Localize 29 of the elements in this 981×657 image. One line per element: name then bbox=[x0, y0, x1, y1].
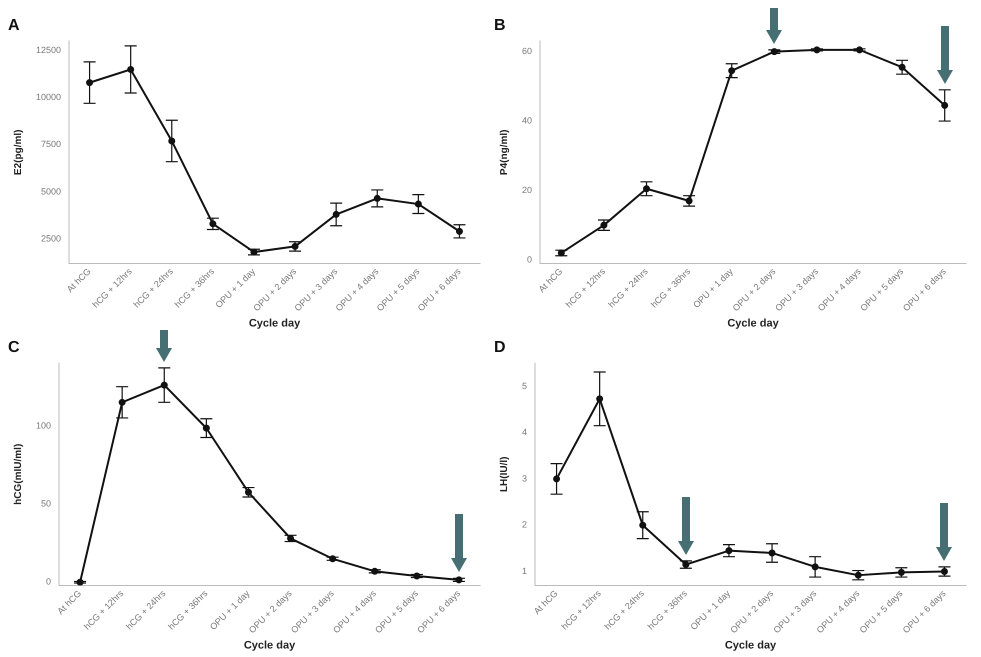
chart-title: A bbox=[8, 17, 20, 34]
y-tick-label: 2 bbox=[522, 520, 528, 530]
y-axis-title: LH(IU/l) bbox=[498, 456, 510, 492]
x-axis-title: Cycle day bbox=[727, 317, 780, 330]
y-tick-label: 12500 bbox=[36, 45, 62, 56]
y-tick-label: 10000 bbox=[36, 92, 62, 102]
y-tick-label: 2500 bbox=[40, 233, 62, 244]
y-tick-label: 3 bbox=[522, 473, 528, 484]
y-tick-label: 5 bbox=[522, 380, 528, 391]
y-tick-label: 4 bbox=[522, 427, 528, 438]
y-tick-label: 40 bbox=[522, 116, 532, 126]
y-tick-label: 5000 bbox=[40, 186, 62, 196]
y-tick-label: 100 bbox=[36, 420, 52, 430]
y-tick-label: 0 bbox=[46, 576, 52, 587]
y-tick-label: 7500 bbox=[40, 139, 62, 150]
y-tick-label: 1 bbox=[522, 566, 528, 576]
y-tick-label: 0 bbox=[526, 254, 532, 264]
x-axis-title: Cycle day bbox=[724, 639, 778, 652]
y-tick-label: 50 bbox=[41, 498, 52, 508]
chart-title: C bbox=[8, 339, 20, 356]
y-tick-label: 60 bbox=[522, 46, 532, 56]
y-tick-label: 20 bbox=[522, 184, 532, 195]
chart-title: B bbox=[494, 17, 506, 34]
y-axis-title: P4(ng/ml) bbox=[498, 130, 510, 176]
x-axis-title: Cycle day bbox=[244, 639, 296, 652]
x-axis-title: Cycle day bbox=[248, 317, 302, 330]
chart-title: D bbox=[494, 339, 506, 356]
y-axis-title: hCG(mIU/ml) bbox=[12, 444, 24, 505]
y-axis-title: E2(pg/ml) bbox=[12, 130, 24, 176]
